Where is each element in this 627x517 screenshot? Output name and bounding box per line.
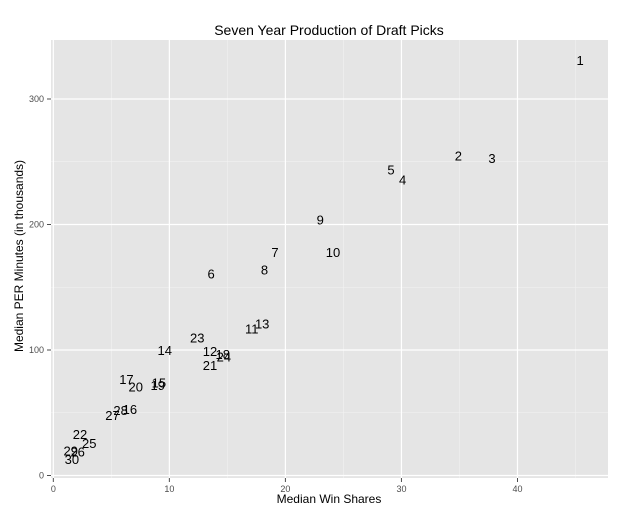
point-label: 30 xyxy=(65,452,79,467)
y-axis-title: Median PER Minutes (in thousands) xyxy=(12,160,26,352)
x-axis-ticks: 0 10 20 30 40 xyxy=(51,478,522,494)
point-label: 18 xyxy=(216,347,230,362)
x-tick-label: 30 xyxy=(396,484,406,494)
chart-title: Seven Year Production of Draft Picks xyxy=(214,22,444,38)
point-label: 13 xyxy=(255,317,269,332)
point-label: 27 xyxy=(105,408,119,423)
point-label: 22 xyxy=(73,427,87,442)
y-tick-label: 0 xyxy=(39,470,44,480)
point-label: 2 xyxy=(455,148,462,163)
plot-panel xyxy=(51,40,608,478)
point-label: 23 xyxy=(190,330,204,345)
point-label: 24 xyxy=(217,349,231,364)
x-tick-label: 0 xyxy=(51,484,56,494)
point-label: 11 xyxy=(245,322,259,337)
point-label: 14 xyxy=(157,343,171,358)
x-axis-title: Median Win Shares xyxy=(277,492,382,506)
point-label: 16 xyxy=(123,402,137,417)
point-label: 26 xyxy=(70,445,84,460)
point-label: 12 xyxy=(203,344,217,359)
point-label: 21 xyxy=(203,358,217,373)
point-label: 10 xyxy=(326,245,340,260)
point-label: 9 xyxy=(317,212,324,227)
minor-gridlines xyxy=(51,40,608,478)
point-label: 6 xyxy=(208,266,215,281)
major-gridlines xyxy=(51,40,608,478)
point-label: 20 xyxy=(128,379,142,394)
point-label: 4 xyxy=(399,172,406,187)
point-label: 19 xyxy=(151,378,165,393)
point-label: 5 xyxy=(387,162,394,177)
y-tick-label: 100 xyxy=(29,345,44,355)
point-label: 25 xyxy=(82,436,96,451)
point-label: 29 xyxy=(63,443,77,458)
point-label: 1 xyxy=(577,53,584,68)
y-tick-label: 300 xyxy=(29,94,44,104)
point-label: 7 xyxy=(271,245,278,260)
point-label: 3 xyxy=(488,151,495,166)
x-tick-label: 40 xyxy=(512,484,522,494)
x-tick-label: 10 xyxy=(164,484,174,494)
point-label: 8 xyxy=(261,263,268,278)
point-label: 28 xyxy=(113,403,127,418)
point-label: 17 xyxy=(119,372,133,387)
y-axis-ticks: 0 100 200 300 xyxy=(29,94,51,480)
y-tick-label: 200 xyxy=(29,219,44,229)
point-label: 15 xyxy=(152,376,166,391)
point-labels: 12 34567891011121314151617181920212223242… xyxy=(63,53,583,467)
x-tick-label: 20 xyxy=(280,484,290,494)
